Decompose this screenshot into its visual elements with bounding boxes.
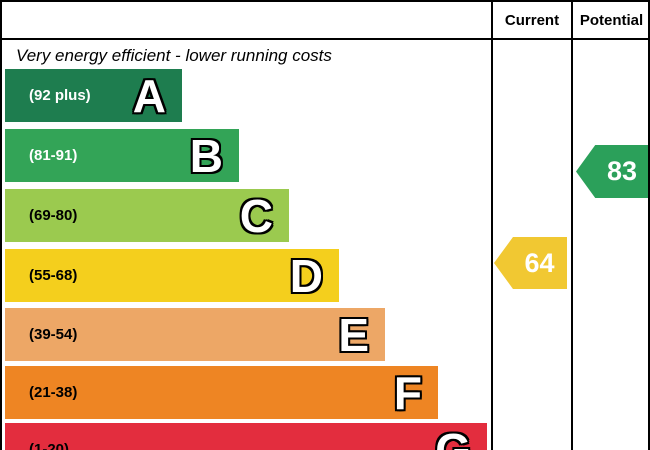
band-row-g: (1-20) G xyxy=(5,423,487,450)
band-letter: E xyxy=(338,308,369,361)
header-divider xyxy=(2,38,648,40)
current-column-header: Current xyxy=(504,11,560,29)
potential-column-header: Potential xyxy=(579,11,644,29)
band-range-label: (81-91) xyxy=(29,147,78,164)
current-rating-value: 64 xyxy=(524,247,555,278)
band-letter: D xyxy=(289,249,323,302)
band-range-label: (55-68) xyxy=(29,267,78,284)
band-letter: C xyxy=(239,189,273,242)
band-range-label: (39-54) xyxy=(29,326,78,343)
current-rating-arrow: 64 xyxy=(494,237,567,289)
band-row-b: (81-91) B xyxy=(5,129,239,182)
potential-rating-arrow: 83 xyxy=(576,145,648,198)
band-row-d: (55-68) D xyxy=(5,249,339,302)
band-range-label: (69-80) xyxy=(29,207,78,224)
band-row-c: (69-80) C xyxy=(5,189,289,242)
band-row-f: (21-38) F xyxy=(5,366,438,419)
chart-title: Very energy efficient - lower running co… xyxy=(16,46,332,65)
band-letter: B xyxy=(189,129,223,182)
current-column-divider xyxy=(491,2,493,450)
band-row-a: (92 plus) A xyxy=(5,69,182,122)
band-range-label: (1-20) xyxy=(29,441,70,450)
band-letter: F xyxy=(393,366,422,419)
band-letter: G xyxy=(435,423,471,450)
potential-rating-value: 83 xyxy=(606,156,638,186)
potential-column-divider xyxy=(571,2,573,450)
band-range-label: (92 plus) xyxy=(29,87,91,104)
band-row-e: (39-54) E xyxy=(5,308,385,361)
band-range-label: (21-38) xyxy=(29,384,78,401)
band-letter: A xyxy=(132,69,166,122)
